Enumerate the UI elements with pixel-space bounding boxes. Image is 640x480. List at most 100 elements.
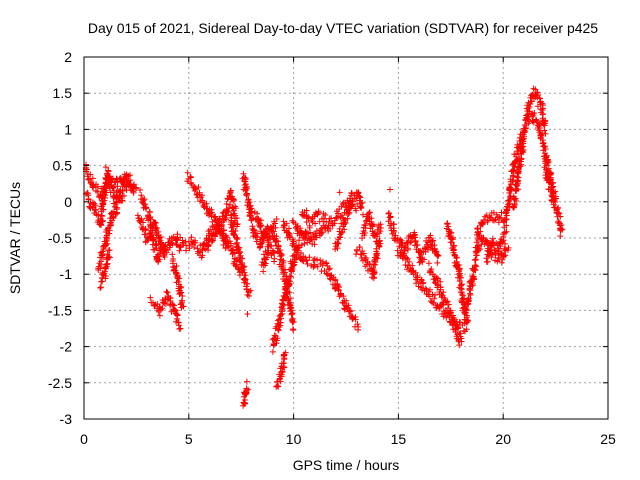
data-point [500, 253, 507, 260]
data-point [147, 216, 154, 223]
data-point [362, 222, 369, 229]
data-point [398, 237, 405, 244]
data-point [277, 315, 284, 322]
data-point [528, 98, 535, 105]
data-point [227, 187, 234, 194]
data-point [104, 251, 111, 258]
data-point [358, 205, 365, 212]
data-point [503, 228, 510, 235]
data-point [99, 197, 106, 204]
data-point [425, 288, 432, 295]
data-point [268, 243, 275, 250]
data-point [272, 238, 279, 245]
data-point [353, 246, 360, 253]
data-point [504, 206, 511, 213]
data-point [264, 237, 271, 244]
data-point [99, 217, 106, 224]
data-point [520, 146, 527, 153]
data-point [477, 228, 484, 235]
data-point [376, 238, 383, 245]
data-point [229, 246, 236, 253]
data-point [243, 385, 250, 392]
data-point [360, 250, 367, 257]
data-point [235, 266, 242, 273]
data-point [312, 220, 319, 227]
data-point [141, 196, 148, 203]
data-point [521, 122, 528, 129]
data-point [263, 231, 270, 238]
data-point [455, 325, 462, 332]
data-point [176, 326, 183, 333]
data-point [234, 220, 241, 227]
data-point [531, 110, 538, 117]
data-point [479, 219, 486, 226]
data-point [429, 291, 436, 298]
y-tick-label: -2.5 [48, 375, 72, 391]
data-point [228, 218, 235, 225]
data-point [455, 271, 462, 278]
data-point [513, 153, 520, 160]
data-point [556, 210, 563, 217]
data-point [503, 212, 510, 219]
data-point [151, 219, 158, 226]
data-point [183, 242, 190, 249]
data-point [480, 234, 487, 241]
data-point [89, 175, 96, 182]
data-point [297, 249, 304, 256]
data-point [182, 247, 189, 254]
data-point [498, 209, 505, 216]
data-point [536, 120, 543, 127]
data-point [174, 236, 181, 243]
data-point [130, 181, 137, 188]
y-tick-label: 2 [64, 49, 72, 65]
data-point [100, 206, 107, 213]
data-point [483, 237, 490, 244]
data-point [510, 173, 517, 180]
data-point [347, 307, 354, 314]
x-tick-label: 25 [600, 431, 616, 447]
data-point [149, 222, 156, 229]
data-point [411, 234, 418, 241]
data-point [557, 213, 564, 220]
data-point [228, 212, 235, 219]
data-point [243, 192, 250, 199]
x-tick-label: 20 [495, 431, 511, 447]
data-point [304, 260, 311, 267]
data-point [240, 170, 247, 177]
data-point [286, 278, 293, 285]
data-point [357, 251, 364, 258]
data-point [332, 277, 339, 284]
data-point [522, 125, 529, 132]
data-point [458, 289, 465, 296]
data-point [496, 255, 503, 262]
data-point [247, 212, 254, 219]
data-point [457, 282, 464, 289]
x-tick-label: 10 [286, 431, 302, 447]
data-point [147, 294, 154, 301]
data-point [191, 244, 198, 251]
data-point [275, 327, 282, 334]
data-point [404, 239, 411, 246]
data-point [170, 302, 177, 309]
data-point [264, 243, 271, 250]
data-point [94, 188, 101, 195]
data-point [458, 338, 465, 345]
data-point [325, 266, 332, 273]
data-point [339, 201, 346, 208]
data-point [501, 224, 508, 231]
data-point [119, 187, 126, 194]
data-point [260, 268, 267, 275]
data-point [511, 163, 518, 170]
data-point [450, 247, 457, 254]
data-point [97, 284, 104, 291]
data-point [506, 198, 513, 205]
data-point [322, 212, 329, 219]
data-point [138, 192, 145, 199]
data-point [175, 319, 182, 326]
data-point [359, 235, 366, 242]
data-point [270, 223, 277, 230]
data-point [465, 296, 472, 303]
data-point [124, 173, 131, 180]
data-point [355, 326, 362, 333]
data-point [103, 261, 110, 268]
